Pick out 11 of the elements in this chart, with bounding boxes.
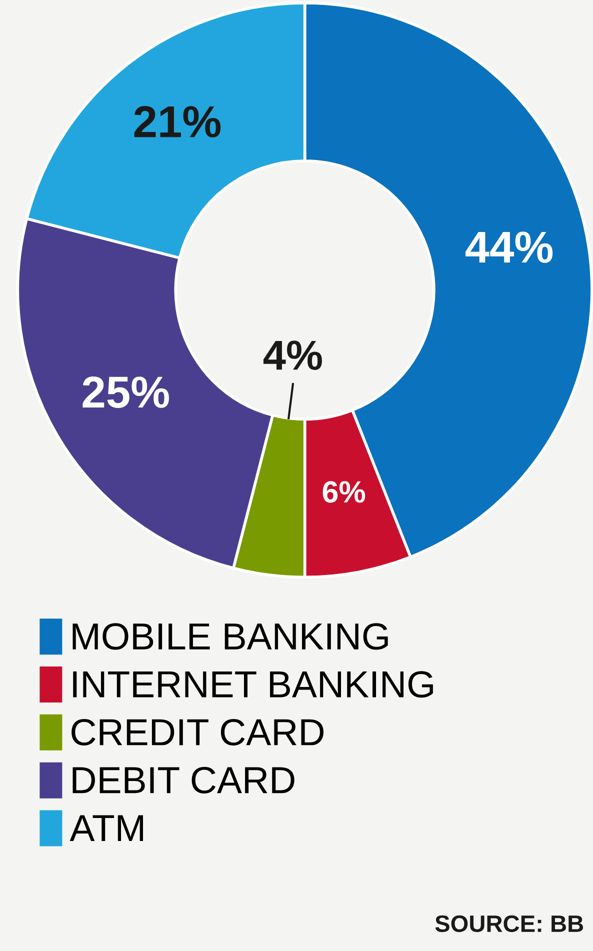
legend-label: DEBIT CARD [72,766,294,794]
legend-label: CREDIT CARD [72,718,324,746]
legend-label: MOBILE BANKING [72,623,388,650]
data-label: 4% [263,340,322,370]
data-label: 21% [134,106,221,138]
data-label: 44% [465,232,553,263]
legend-label: INTERNET BANKING [73,671,433,698]
source-note: SOURCE: BB [435,915,584,932]
legend-label: ATM [70,815,143,841]
data-label: 25% [82,376,169,408]
data-label: 6% [322,481,366,503]
